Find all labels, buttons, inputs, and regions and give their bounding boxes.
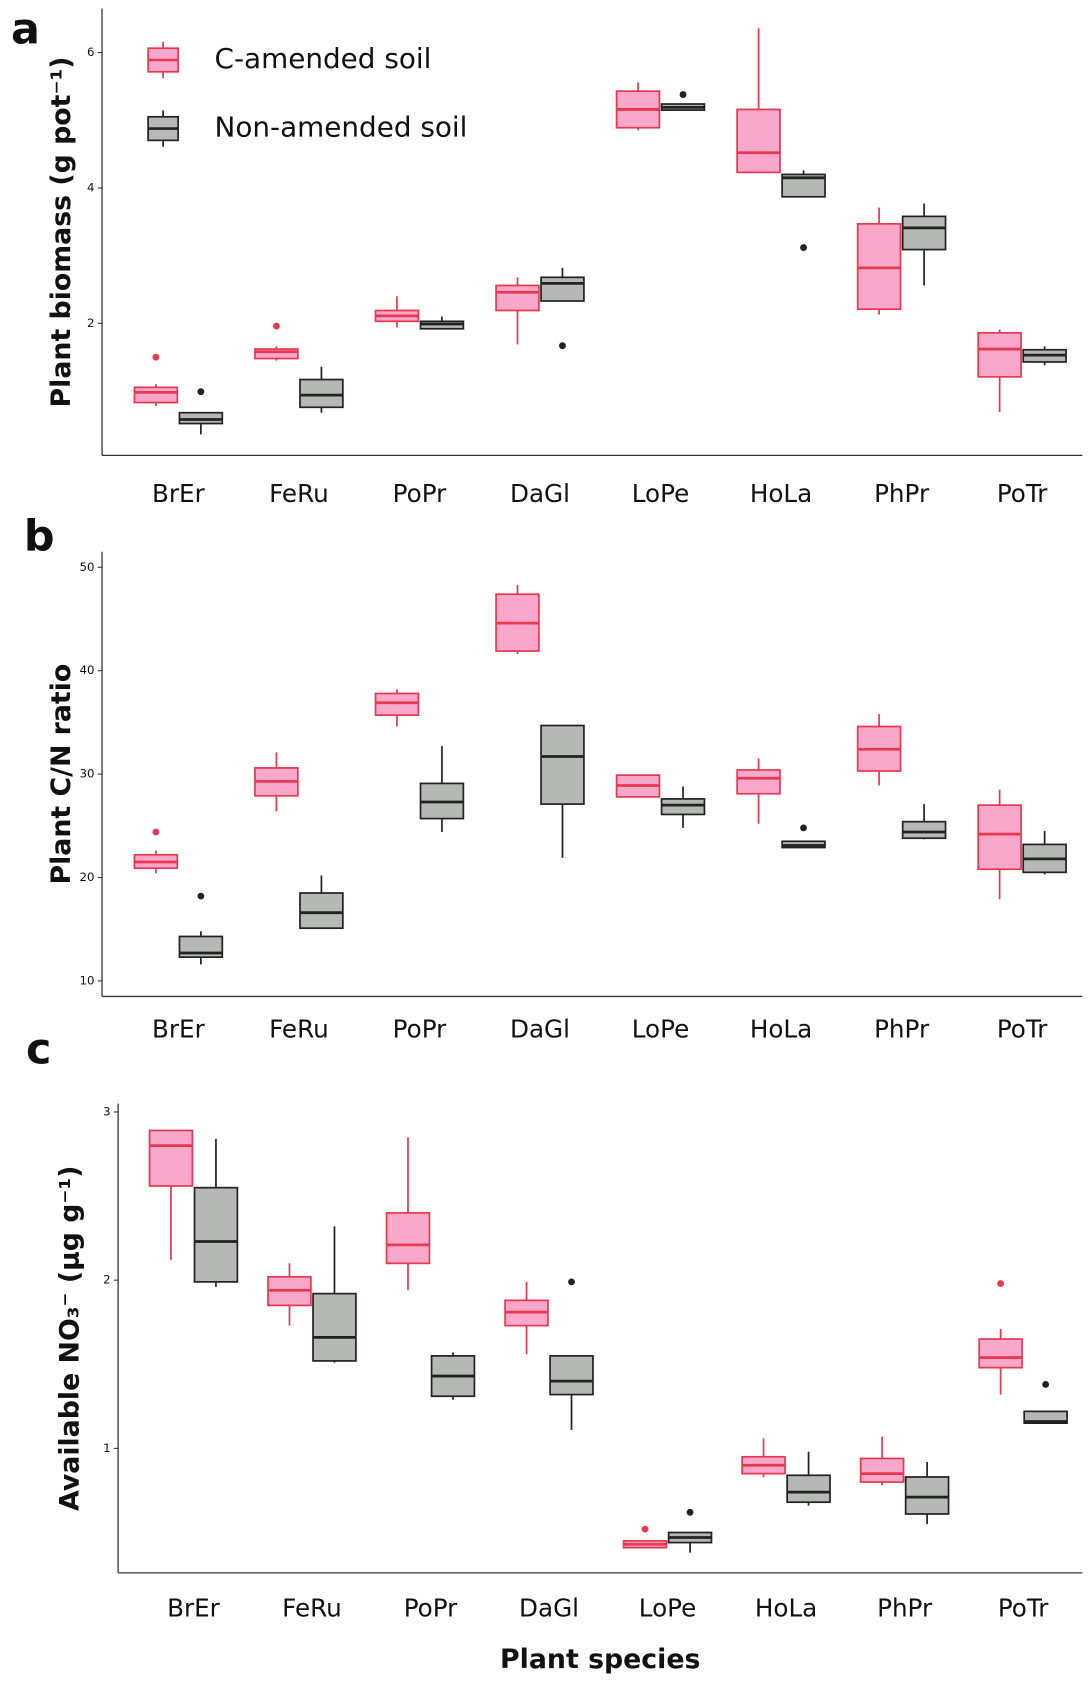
outlier [997,1280,1005,1287]
box [148,1129,194,1187]
box [781,173,826,198]
box [736,108,781,174]
outlier [559,342,566,350]
y-tick-label: 2 [103,1273,111,1287]
box [374,692,420,717]
y-tick-label: 50 [80,560,95,574]
y-tick-label: 10 [80,973,95,987]
outlier [568,1278,575,1286]
x-tick-label: FeRu [282,1593,342,1622]
x-tick-label: PhPr [874,479,930,508]
outlier [152,828,160,836]
box [540,276,585,302]
x-tick-label: PoTr [997,479,1048,508]
x-tick-label: LoPe [632,479,689,508]
box [901,820,947,840]
x-tick-label: LoPe [639,1593,696,1622]
outlier [679,91,687,98]
box [495,284,540,312]
y-tick-label: 40 [80,663,95,677]
x-tick-label: PoPr [404,1593,458,1622]
box [901,215,947,251]
x-tick-label: FeRu [269,1015,329,1044]
y-axis-label: Available NO₃⁻ (µg g⁻¹) [54,1165,85,1510]
x-tick-label: DaGl [510,1015,570,1044]
x-tick-label: PoTr [998,1593,1049,1622]
x-tick-label: HoLa [750,1015,812,1044]
box [660,798,706,816]
x-tick-label: PoPr [393,479,447,508]
outlier [197,388,205,396]
x-tick-label: BrEr [152,479,206,508]
y-tick-label: 30 [80,767,95,781]
box [1023,1410,1068,1425]
outlier [641,1525,649,1533]
y-tick-label: 20 [80,870,95,884]
x-tick-label: LoPe [632,1015,689,1044]
x-tick-label: BrEr [167,1593,221,1622]
box [859,1457,905,1483]
box [254,348,299,360]
y-tick-label: 1 [103,1441,111,1455]
x-tick-label: BrEr [152,1015,206,1044]
x-tick-label: DaGl [510,479,570,508]
y-tick-label: 3 [103,1104,111,1118]
box [299,892,344,930]
y-tick-label: 6 [87,45,95,59]
y-axis-label: Plant biomass (g pot⁻¹) [46,56,77,407]
box [312,1292,357,1362]
x-axis-label: Plant species [500,1644,700,1675]
legend-label: C-amended soil [215,42,432,75]
y-axis-label: Plant C/N ratio [46,664,77,885]
box [904,1476,950,1515]
x-tick-label: HoLa [755,1593,817,1622]
panel-label: a [11,5,40,55]
outlier [800,824,807,832]
panel-label: c [26,1025,51,1075]
box [786,1474,831,1504]
x-tick-label: PoTr [997,1015,1048,1044]
x-tick-label: PhPr [877,1593,933,1622]
panel-label: b [24,511,55,561]
outlier [152,353,160,361]
x-tick-label: HoLa [750,479,812,508]
box [736,769,781,795]
y-tick-label: 4 [87,180,95,194]
box [978,1338,1023,1369]
x-tick-label: PoPr [393,1015,447,1044]
legend-label: Non-amended soil [215,111,468,144]
x-tick-label: DaGl [519,1593,579,1622]
box [977,331,1022,378]
box [299,378,344,409]
outlier [197,892,205,900]
box [549,1355,594,1396]
box [977,804,1022,871]
outlier [272,322,280,330]
y-tick-label: 2 [87,316,95,330]
box [385,1212,431,1265]
box [133,386,179,404]
box [540,724,585,805]
outlier [800,244,807,251]
x-tick-label: FeRu [269,479,329,508]
x-tick-label: PhPr [874,1015,930,1044]
box [193,1186,239,1283]
outlier [686,1508,694,1516]
outlier [1042,1381,1050,1388]
